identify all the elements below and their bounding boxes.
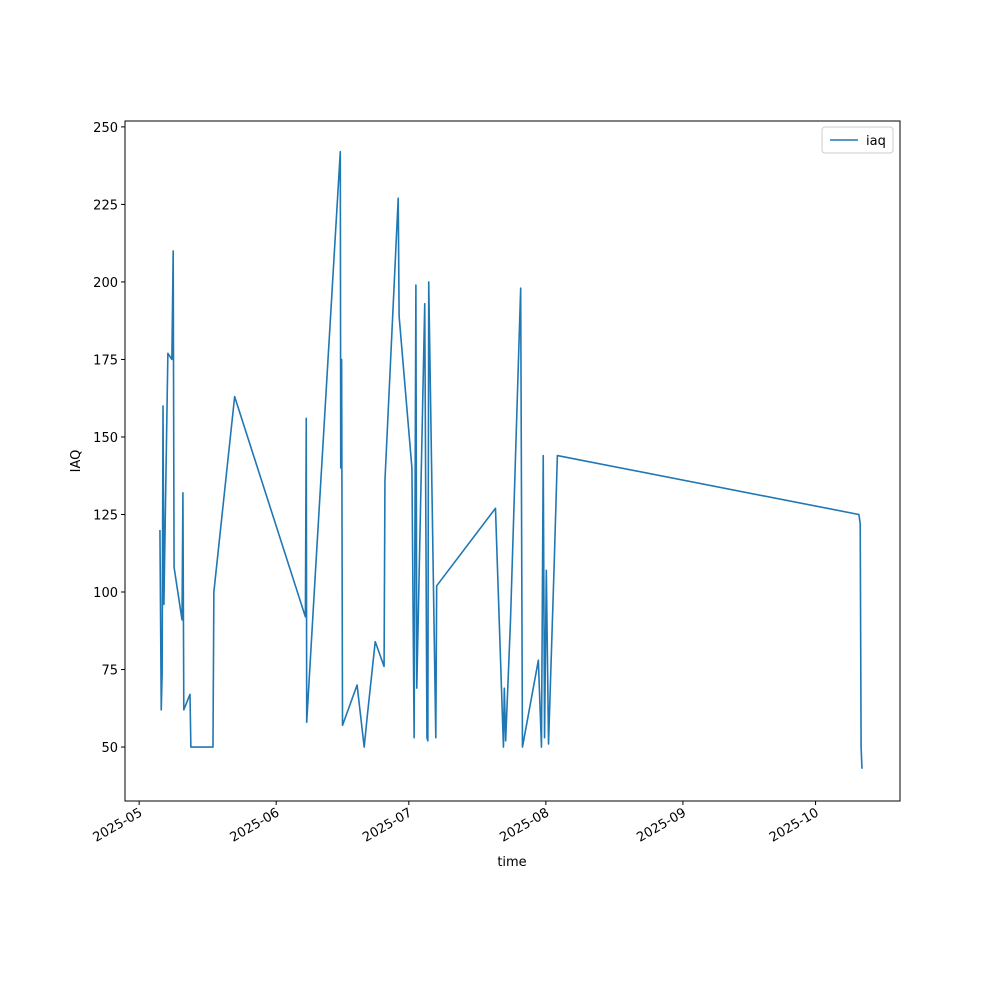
x-axis-label: time <box>497 855 526 870</box>
y-tick-label: 75 <box>101 664 118 679</box>
y-axis-label: IAQ <box>69 450 84 473</box>
y-tick-label: 150 <box>93 431 118 446</box>
y-tick-label: 225 <box>93 198 118 213</box>
y-tick-label: 100 <box>93 586 118 601</box>
legend-label: iaq <box>866 134 886 149</box>
y-tick-label: 125 <box>93 508 118 523</box>
y-tick-label: 250 <box>93 121 118 136</box>
plot-frame <box>124 120 901 802</box>
y-tick-label: 175 <box>93 353 118 368</box>
data-line <box>159 150 863 769</box>
y-tick-label: 50 <box>101 741 118 756</box>
y-tick-label: 200 <box>93 276 118 291</box>
